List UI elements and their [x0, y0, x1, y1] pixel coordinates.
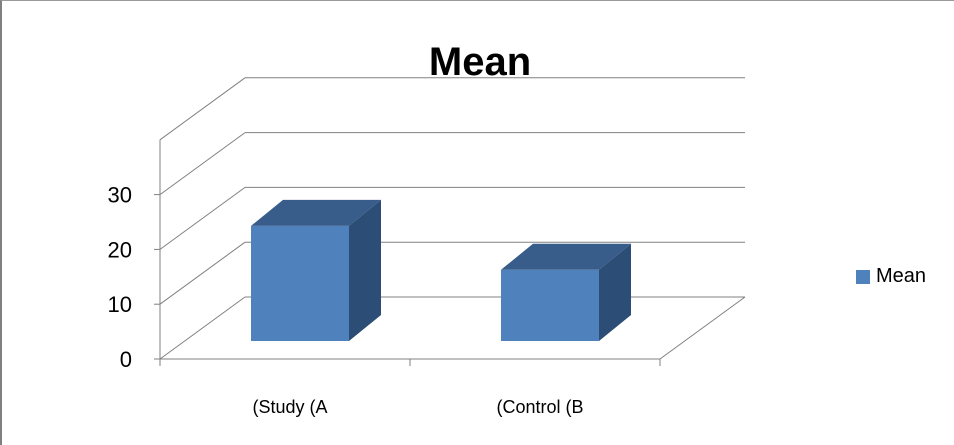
bar-top — [501, 243, 631, 270]
bar-front — [251, 225, 349, 341]
floor-edge — [659, 296, 746, 360]
bar-top — [251, 199, 381, 226]
side-gridline — [159, 241, 246, 305]
bar-front — [501, 269, 599, 341]
legend-swatch-mean — [856, 269, 870, 284]
side-gridline — [159, 132, 246, 196]
x-tick-label: (Study (A — [252, 397, 327, 417]
y-tick-label: 20 — [108, 237, 132, 262]
side-gridline — [159, 296, 246, 360]
side-gridline — [159, 77, 246, 141]
legend-label-mean: Mean — [876, 265, 927, 287]
x-tick-label: (Control (B — [496, 397, 583, 417]
side-gridline — [159, 186, 246, 250]
y-tick-label: 10 — [108, 292, 132, 317]
chart-title: Mean — [428, 40, 532, 84]
y-tick-label: 30 — [108, 183, 132, 208]
bar-side — [349, 199, 381, 341]
y-tick-label: 0 — [120, 347, 132, 372]
legend: Mean — [856, 265, 926, 288]
bar-side — [599, 243, 631, 341]
